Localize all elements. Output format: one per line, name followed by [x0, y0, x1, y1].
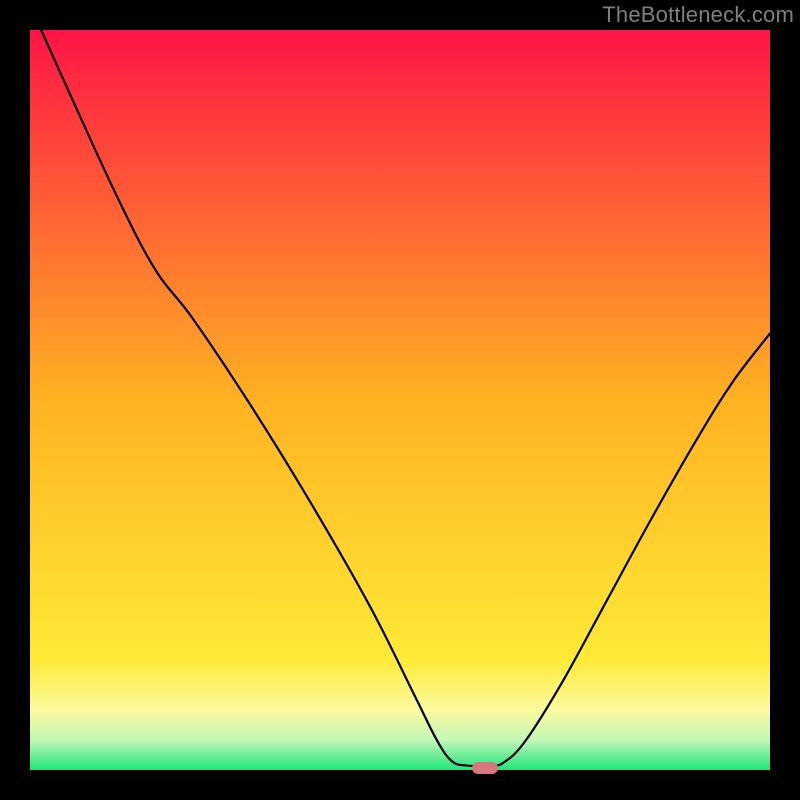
optimal-point-marker — [472, 762, 498, 774]
bottleneck-curve — [30, 30, 770, 770]
watermark-text: TheBottleneck.com — [602, 2, 794, 28]
chart-plot-area — [30, 30, 770, 770]
